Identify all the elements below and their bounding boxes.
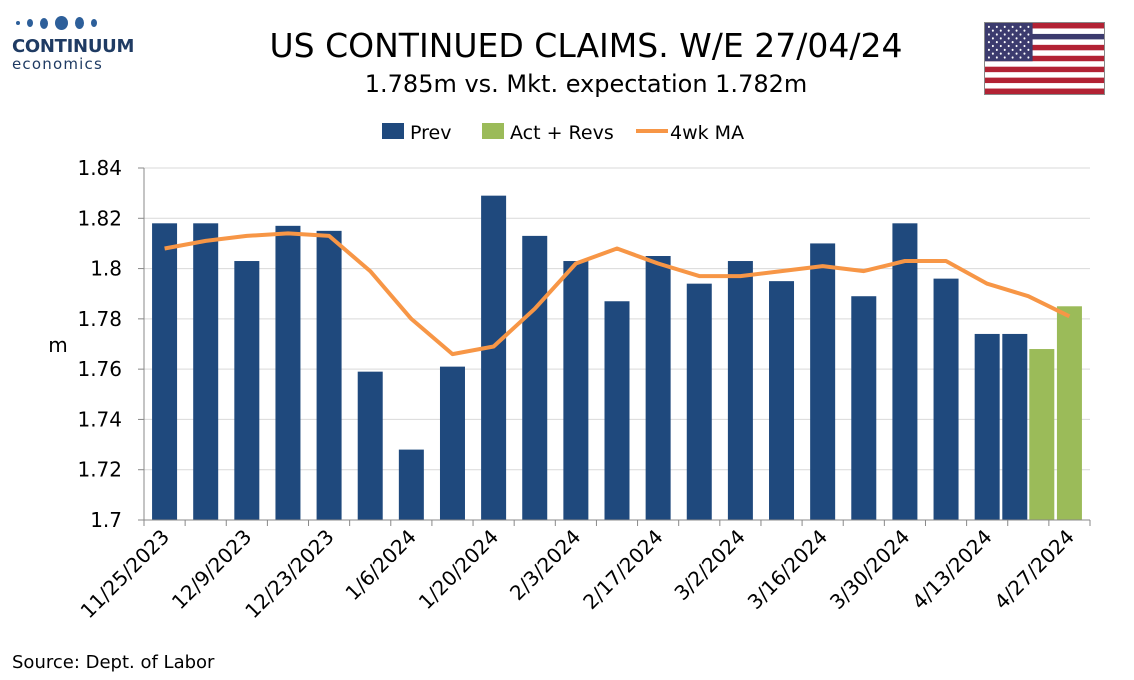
- x-tick-label: 1/6/2024: [340, 525, 420, 605]
- legend-label: 4wk MA: [670, 122, 744, 144]
- source-note: Source: Dept. of Labor: [12, 652, 215, 673]
- bar-prev: [645, 256, 671, 520]
- bar-prev: [234, 261, 260, 520]
- y-tick-label: 1.82: [77, 206, 122, 230]
- bar-prev: [892, 223, 918, 521]
- bar-prev: [193, 223, 219, 521]
- y-tick-label: 1.72: [77, 458, 122, 482]
- y-tick-label: 1.7: [90, 508, 122, 532]
- x-tick-label: 3/16/2024: [743, 525, 832, 614]
- x-tick-label: 1/20/2024: [414, 525, 503, 614]
- bar-prev: [851, 296, 877, 520]
- bar-prev: [152, 223, 178, 521]
- y-tick-label: 1.84: [77, 156, 122, 180]
- bar-prev: [316, 230, 342, 520]
- us-flag-icon: [984, 22, 1105, 95]
- bar-prev: [439, 366, 465, 520]
- bar-prev: [357, 371, 383, 520]
- chart-title: US CONTINUED CLAIMS. W/E 27/04/24: [269, 26, 903, 65]
- logo-subtitle: economics: [12, 55, 103, 73]
- x-tick-label: 2/3/2024: [505, 525, 585, 605]
- bar-prev: [275, 225, 301, 521]
- bar-prev: [974, 333, 1000, 520]
- bars: [152, 195, 1082, 521]
- y-axis-label: m: [48, 333, 67, 357]
- bar-actual: [1056, 306, 1082, 520]
- bar-actual: [1029, 349, 1055, 520]
- legend-label: Act + Revs: [510, 122, 614, 144]
- bar-prev: [1002, 333, 1028, 520]
- legend-swatch: [482, 123, 504, 139]
- x-tick-label: 4/27/2024: [989, 525, 1078, 614]
- legend-swatch: [382, 123, 404, 139]
- y-tick-label: 1.74: [77, 407, 122, 431]
- y-tick-label: 1.8: [90, 257, 122, 281]
- y-tick-label: 1.76: [77, 357, 122, 381]
- x-tick-label: 2/17/2024: [578, 525, 667, 614]
- x-tick-label: 12/23/2023: [240, 525, 338, 623]
- bar-prev: [810, 243, 836, 520]
- x-tick-label: 3/30/2024: [825, 525, 914, 614]
- bar-prev: [563, 261, 589, 520]
- ma-line-layer: [164, 231, 1071, 357]
- continuum-logo: CONTINUUM economics: [12, 14, 142, 73]
- bar-prev: [398, 449, 424, 520]
- y-tick-label: 1.78: [77, 307, 122, 331]
- bar-prev: [933, 278, 959, 520]
- x-tick-label: 12/9/2023: [167, 525, 256, 614]
- chart-subtitle: 1.785m vs. Mkt. expectation 1.782m: [364, 70, 808, 98]
- bar-prev: [769, 281, 795, 520]
- logo-name: CONTINUUM: [12, 36, 135, 57]
- ma-line: [164, 231, 1071, 357]
- x-tick-label: 11/25/2023: [76, 525, 174, 623]
- legend-label: Prev: [410, 122, 451, 144]
- bar-prev: [522, 235, 548, 520]
- bar-prev: [604, 301, 630, 520]
- bar-prev: [686, 283, 712, 520]
- logo-dots-icon: [16, 14, 142, 32]
- x-tick-label: 4/13/2024: [907, 525, 996, 614]
- x-tick-label: 3/2/2024: [669, 525, 749, 605]
- bar-prev: [481, 195, 507, 520]
- bar-prev: [727, 261, 753, 520]
- legend: Prev Act + Revs 4wk MA: [382, 122, 744, 144]
- y-axis: 1.7 1.72 1.74 1.76 1.78 1.8 1.82 1.84: [77, 156, 145, 532]
